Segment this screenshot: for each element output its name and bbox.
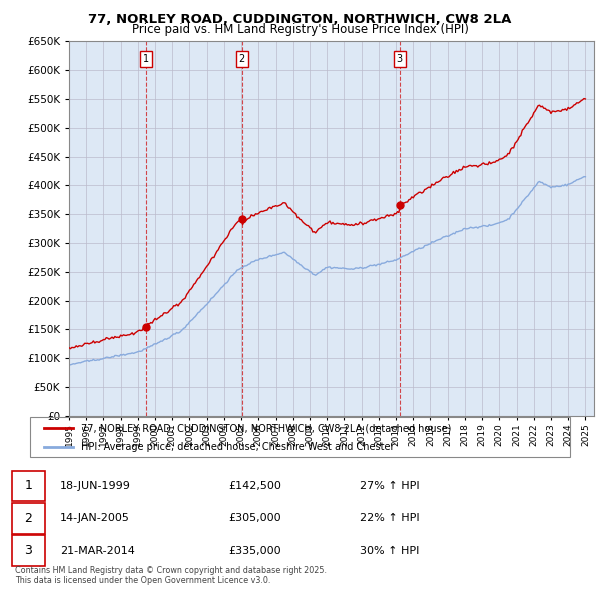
Text: 27% ↑ HPI: 27% ↑ HPI	[360, 481, 419, 491]
Text: 77, NORLEY ROAD, CUDDINGTON, NORTHWICH, CW8 2LA: 77, NORLEY ROAD, CUDDINGTON, NORTHWICH, …	[88, 13, 512, 26]
Text: £305,000: £305,000	[228, 513, 281, 523]
Text: £335,000: £335,000	[228, 546, 281, 556]
Text: 2: 2	[239, 54, 245, 64]
Text: 1: 1	[25, 479, 32, 493]
Text: 22% ↑ HPI: 22% ↑ HPI	[360, 513, 419, 523]
Text: 18-JUN-1999: 18-JUN-1999	[60, 481, 131, 491]
Text: Price paid vs. HM Land Registry's House Price Index (HPI): Price paid vs. HM Land Registry's House …	[131, 23, 469, 36]
Text: 30% ↑ HPI: 30% ↑ HPI	[360, 546, 419, 556]
Text: £142,500: £142,500	[228, 481, 281, 491]
Text: 3: 3	[25, 544, 32, 558]
Text: Contains HM Land Registry data © Crown copyright and database right 2025.
This d: Contains HM Land Registry data © Crown c…	[15, 566, 327, 585]
Text: 21-MAR-2014: 21-MAR-2014	[60, 546, 135, 556]
Text: HPI: Average price, detached house, Cheshire West and Chester: HPI: Average price, detached house, Ches…	[82, 442, 395, 452]
Text: 2: 2	[25, 512, 32, 525]
Text: 14-JAN-2005: 14-JAN-2005	[60, 513, 130, 523]
Text: 3: 3	[397, 54, 403, 64]
Text: 77, NORLEY ROAD, CUDDINGTON, NORTHWICH, CW8 2LA (detached house): 77, NORLEY ROAD, CUDDINGTON, NORTHWICH, …	[82, 424, 452, 434]
Text: 1: 1	[143, 54, 149, 64]
